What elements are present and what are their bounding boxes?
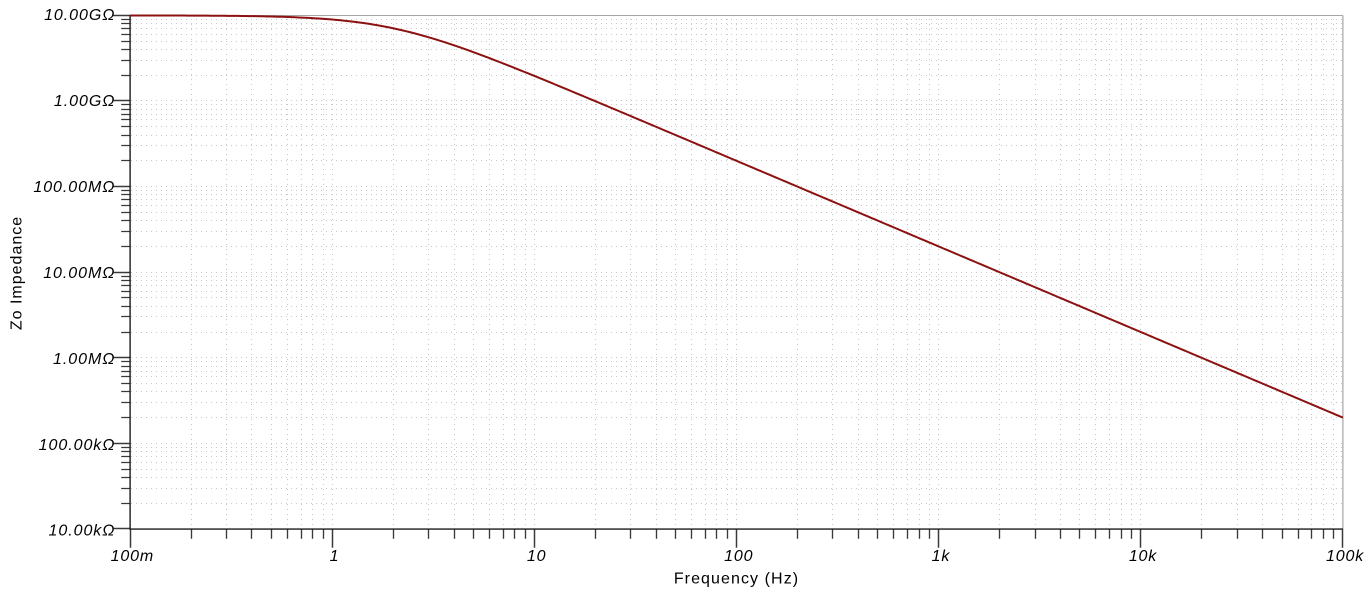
- svg-text:1.00MΩ: 1.00MΩ: [53, 351, 115, 368]
- svg-text:10.00kΩ: 10.00kΩ: [49, 523, 116, 540]
- svg-text:10.00MΩ: 10.00MΩ: [43, 265, 115, 282]
- svg-text:100m: 100m: [111, 548, 154, 565]
- svg-text:Zo Impedance: Zo Impedance: [8, 216, 25, 330]
- svg-text:100.00kΩ: 100.00kΩ: [39, 437, 116, 454]
- svg-text:Frequency (Hz): Frequency (Hz): [674, 571, 799, 588]
- svg-text:100.00MΩ: 100.00MΩ: [33, 179, 115, 196]
- svg-text:100k: 100k: [1326, 548, 1364, 565]
- svg-text:10: 10: [527, 548, 547, 565]
- svg-text:1: 1: [330, 548, 340, 565]
- svg-text:10.00GΩ: 10.00GΩ: [44, 7, 115, 24]
- svg-text:100: 100: [724, 548, 753, 565]
- svg-text:10k: 10k: [1129, 548, 1157, 565]
- svg-text:1k: 1k: [932, 548, 951, 565]
- svg-text:1.00GΩ: 1.00GΩ: [54, 93, 115, 110]
